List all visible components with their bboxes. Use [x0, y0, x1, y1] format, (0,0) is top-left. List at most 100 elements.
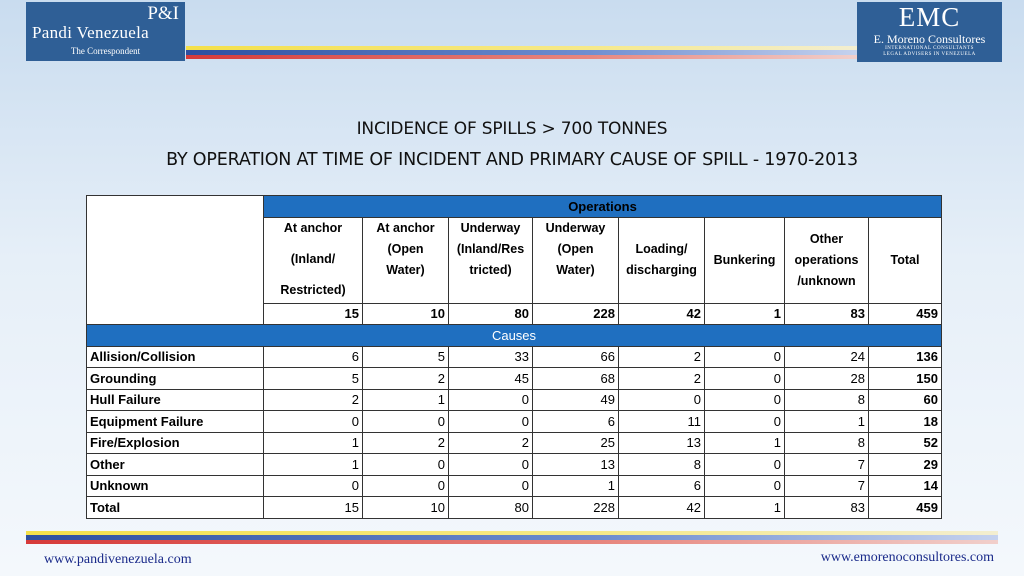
cause-value-cell: 1 [532, 474, 619, 497]
cause-value-cell: 5 [362, 345, 449, 368]
cause-value-cell: 0 [448, 453, 533, 476]
cause-value-cell: 0 [448, 474, 533, 497]
cause-value-cell: 150 [868, 367, 942, 390]
ops-total-cell: 1 [704, 302, 785, 325]
emc-logo: EMC E. Moreno Consultores INTERNATIONAL … [857, 2, 1002, 62]
header-flag-stripe [186, 46, 857, 59]
cause-value-cell: 6 [263, 345, 363, 368]
cause-value-cell: 0 [704, 345, 785, 368]
cause-value-cell: 1 [704, 496, 785, 519]
cause-row: Total 15 10 80 228 42 1 83 459 [86, 496, 942, 519]
logo-right-line1: INTERNATIONAL CONSULTANTS [885, 46, 974, 51]
cause-value-cell: 24 [784, 345, 869, 368]
logo-left-name: Pandi Venezuela [32, 23, 150, 42]
ops-total-cell: 15 [263, 302, 363, 325]
cause-value-cell: 83 [784, 496, 869, 519]
cause-row: Unknown 0 0 0 1 6 0 7 14 [86, 474, 942, 497]
logo-left-tag: P&I [147, 3, 179, 24]
cause-value-cell: 2 [618, 345, 705, 368]
cause-value-cell: 28 [784, 367, 869, 390]
cause-value-cell: 42 [618, 496, 705, 519]
ops-total-cell: 10 [362, 302, 449, 325]
slide-title-line1: INCIDENCE OF SPILLS > 700 TONNES [356, 119, 668, 139]
col-header-bunkering: Bunkering [704, 216, 785, 304]
cause-value-cell: 2 [362, 431, 449, 454]
cause-value-cell: 1 [362, 388, 449, 411]
cause-value-cell: 68 [532, 367, 619, 390]
cause-value-cell: 136 [868, 345, 942, 368]
cause-value-cell: 6 [532, 410, 619, 433]
footer-right-link[interactable]: www.emorenoconsultores.com [820, 550, 994, 565]
cause-value-cell: 13 [532, 453, 619, 476]
cause-value-cell: 0 [618, 388, 705, 411]
cause-value-cell: 18 [868, 410, 942, 433]
cause-value-cell: 1 [263, 453, 363, 476]
cause-label: Other [86, 453, 264, 476]
cause-value-cell: 1 [704, 431, 785, 454]
corner-cell [86, 195, 264, 325]
slide-title-line2: BY OPERATION AT TIME OF INCIDENT AND PRI… [166, 150, 858, 170]
cause-label: Grounding [86, 367, 264, 390]
cause-label: Unknown [86, 474, 264, 497]
cause-value-cell: 1 [784, 410, 869, 433]
cause-row: Hull Failure 2 1 0 49 0 0 8 60 [86, 388, 942, 411]
cause-value-cell: 5 [263, 367, 363, 390]
cause-value-cell: 0 [448, 388, 533, 411]
cause-value-cell: 0 [704, 453, 785, 476]
cause-label: Total [86, 496, 264, 519]
cause-value-cell: 11 [618, 410, 705, 433]
cause-value-cell: 0 [263, 410, 363, 433]
cause-value-cell: 459 [868, 496, 942, 519]
cause-value-cell: 2 [362, 367, 449, 390]
cause-value-cell: 0 [362, 453, 449, 476]
logo-right-line2: LEGAL ADVISERS IN VENEZUELA [883, 52, 976, 57]
cause-value-cell: 10 [362, 496, 449, 519]
cause-row: Other 1 0 0 13 8 0 7 29 [86, 453, 942, 476]
cause-value-cell: 29 [868, 453, 942, 476]
footer-left-link[interactable]: www.pandivenezuela.com [44, 552, 192, 567]
cause-value-cell: 7 [784, 453, 869, 476]
cause-value-cell: 0 [362, 474, 449, 497]
col-header-anchor-inland: At anchor (Inland/Restricted) [263, 216, 363, 304]
cause-value-cell: 45 [448, 367, 533, 390]
cause-value-cell: 15 [263, 496, 363, 519]
col-header-loading: Loading/discharging [618, 216, 705, 304]
cause-value-cell: 2 [263, 388, 363, 411]
cause-value-cell: 2 [448, 431, 533, 454]
ops-total-cell: 80 [448, 302, 533, 325]
pandi-venezuela-logo: P&I Pandi Venezuela The Correspondent [26, 2, 185, 61]
cause-value-cell: 0 [263, 474, 363, 497]
cause-value-cell: 25 [532, 431, 619, 454]
col-header-anchor-open: At anchor (Open Water) [362, 216, 449, 304]
cause-value-cell: 14 [868, 474, 942, 497]
cause-value-cell: 0 [362, 410, 449, 433]
cause-value-cell: 8 [618, 453, 705, 476]
logo-right-name: E. Moreno Consultores [873, 32, 986, 46]
ops-total-cell: 459 [868, 302, 942, 325]
cause-value-cell: 8 [784, 388, 869, 411]
footer-flag-stripe [26, 531, 998, 544]
col-header-underway-open: Underway (Open Water) [532, 216, 619, 304]
cause-value-cell: 0 [704, 388, 785, 411]
cause-value-cell: 6 [618, 474, 705, 497]
col-header-total: Total [868, 216, 942, 304]
cause-value-cell: 228 [532, 496, 619, 519]
cause-value-cell: 2 [618, 367, 705, 390]
cause-label: Equipment Failure [86, 410, 264, 433]
ops-total-cell: 228 [532, 302, 619, 325]
cause-value-cell: 66 [532, 345, 619, 368]
cause-row: Grounding 5 2 45 68 2 0 28 150 [86, 367, 942, 390]
cause-label: Fire/Explosion [86, 431, 264, 454]
col-header-other: Other operations/unknown [784, 216, 869, 304]
cause-value-cell: 52 [868, 431, 942, 454]
cause-value-cell: 1 [263, 431, 363, 454]
cause-value-cell: 60 [868, 388, 942, 411]
cause-row: Allision/Collision 6 5 33 66 2 0 24 136 [86, 345, 942, 368]
cause-value-cell: 0 [448, 410, 533, 433]
spills-table: Operations At anchor (Inland/Restricted) … [86, 195, 942, 519]
cause-value-cell: 80 [448, 496, 533, 519]
cause-value-cell: 7 [784, 474, 869, 497]
cause-value-cell: 0 [704, 410, 785, 433]
cause-row: Equipment Failure 0 0 0 6 11 0 1 18 [86, 410, 942, 433]
col-header-underway-inland: Underway (Inland/Res tricted) [448, 216, 533, 304]
